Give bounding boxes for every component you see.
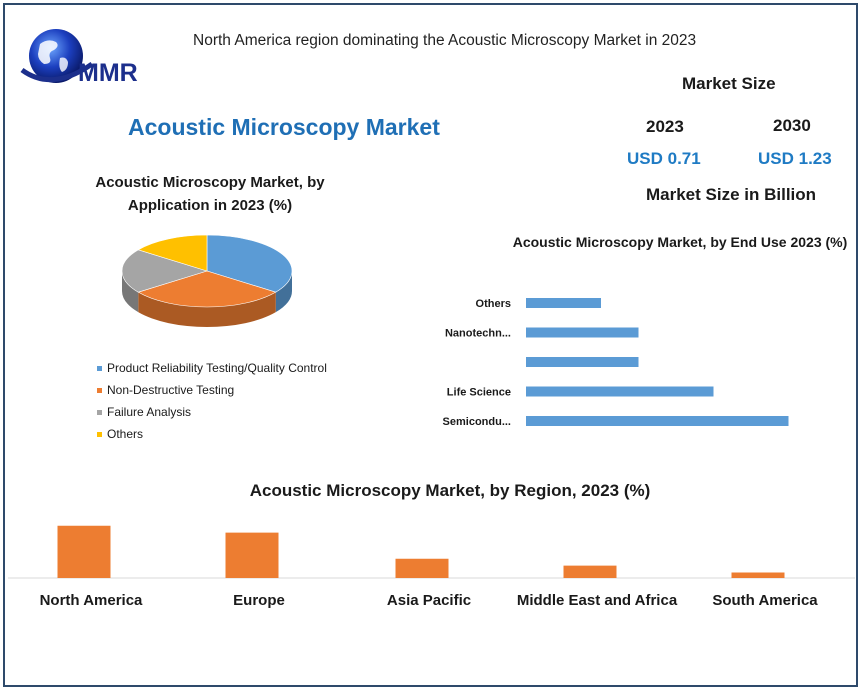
pie-chart-title: Acoustic Microscopy Market, by Applicati… xyxy=(95,174,325,214)
year-end: 2030 xyxy=(773,116,811,135)
year-start: 2023 xyxy=(646,117,684,136)
region-category-label: Middle East and Africa xyxy=(517,592,678,609)
end-use-category-label: Life Science xyxy=(447,387,511,399)
value-end: USD 1.23 xyxy=(758,149,832,168)
end-use-bar xyxy=(526,327,639,338)
region-bar xyxy=(395,558,449,578)
legend-swatch xyxy=(97,431,102,437)
region-category-label: South America xyxy=(712,592,818,609)
legend-label: Failure Analysis xyxy=(107,405,192,419)
legend-item: Non-Destructive Testing xyxy=(97,379,327,401)
pie-slice-0 xyxy=(206,234,293,293)
legend-swatch xyxy=(97,409,102,415)
mmr-logo: MMR xyxy=(20,29,138,87)
end-use-category-label: Semicondu... xyxy=(443,416,511,428)
region-category-label: Asia Pacific xyxy=(387,592,471,609)
legend-label: Non-Destructive Testing xyxy=(107,383,235,397)
pie-slice-side-1 xyxy=(138,292,276,327)
end-use-chart-title: Acoustic Microscopy Market, by End Use 2… xyxy=(512,234,848,250)
legend-swatch xyxy=(97,365,102,371)
logo-text: MMR xyxy=(78,59,138,87)
region-category-label: North America xyxy=(40,592,143,609)
legend-label: Others xyxy=(107,427,144,441)
application-pie-chart xyxy=(121,234,293,327)
legend-item: Failure Analysis xyxy=(97,401,327,423)
region-bar xyxy=(731,572,785,578)
pie-slice-3 xyxy=(137,234,208,272)
region-category-label: Europe xyxy=(233,592,285,609)
end-use-bar-chart: Others Nanotechn... Life Science Semicondu.… xyxy=(443,298,789,428)
end-use-bar xyxy=(526,386,714,397)
end-use-bar xyxy=(526,298,601,308)
region-bar-chart: North America Europe Asia Pacific Middle Ea… xyxy=(8,525,855,609)
pie-slice-side-0 xyxy=(275,271,292,313)
legend-item: Product Reliability Testing/Quality Cont… xyxy=(97,357,327,379)
market-size-unit: Market Size in Billion xyxy=(646,185,817,204)
pie-slice-1 xyxy=(137,270,277,308)
region-bar xyxy=(57,525,111,578)
legend-item: Others xyxy=(97,423,327,445)
globe-icon xyxy=(20,29,94,83)
pie-slice-side-2 xyxy=(122,271,139,313)
market-size-label: Market Size xyxy=(682,74,776,93)
end-use-category-label: Others xyxy=(476,298,511,310)
region-bar xyxy=(225,532,279,578)
end-use-bar xyxy=(526,416,789,426)
header-title: North America region dominating the Acou… xyxy=(193,32,697,49)
legend-swatch xyxy=(97,387,102,393)
pie-slice-2 xyxy=(121,249,209,293)
region-bar xyxy=(563,565,617,578)
pie-legend: Product Reliability Testing/Quality Cont… xyxy=(97,357,327,445)
region-chart-title: Acoustic Microscopy Market, by Region, 2… xyxy=(249,481,651,500)
end-use-bar xyxy=(526,357,639,367)
legend-label: Product Reliability Testing/Quality Cont… xyxy=(107,361,327,375)
main-title: Acoustic Microscopy Market xyxy=(128,114,440,140)
value-start: USD 0.71 xyxy=(627,149,701,168)
end-use-category-label: Nanotechn... xyxy=(445,328,511,340)
infographic-frame xyxy=(3,3,858,687)
